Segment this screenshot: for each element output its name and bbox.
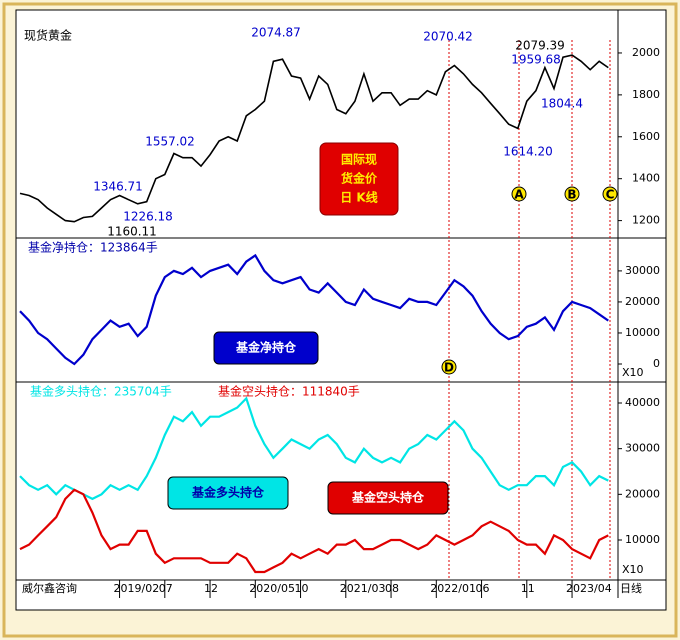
event-marker-label: A <box>514 188 524 202</box>
x-tick-label: 2021/03 <box>340 582 386 595</box>
x-end-label: 日线 <box>620 581 642 595</box>
label-box <box>167 476 289 510</box>
y-tick-label: 30000 <box>625 264 660 277</box>
box-label: 国际现 <box>341 153 377 167</box>
price-annotation: 2070.42 <box>423 30 473 44</box>
y-tick-label: 2000 <box>632 46 660 59</box>
y-tick-label: 1600 <box>632 130 660 143</box>
price-annotation: 1226.18 <box>123 210 173 224</box>
series-line <box>19 488 609 574</box>
chart-title: 基金净持仓：123864手 <box>28 240 158 255</box>
y-tick-label: 1400 <box>632 172 660 185</box>
price-annotation: 1557.02 <box>145 135 195 149</box>
y-tick-label: 1200 <box>632 214 660 227</box>
legend-entry: 基金空头持仓：111840手 <box>218 384 360 399</box>
price-annotation: 2074.87 <box>251 26 301 40</box>
event-marker <box>602 186 618 202</box>
box-label: 基金净持仓 <box>235 340 297 355</box>
event-marker-label: D <box>444 361 454 375</box>
box-label: 日 K线 <box>340 190 377 205</box>
price-annotation: 1160.11 <box>107 225 157 239</box>
legend-entry: 基金多头持仓：235704手 <box>30 384 172 399</box>
unit-label: X10 <box>622 366 644 379</box>
unit-label: X10 <box>622 563 644 576</box>
x-tick-label: 2019/02 <box>114 582 160 595</box>
y-tick-label: 20000 <box>625 487 660 500</box>
price-annotation: 1959.68 <box>511 53 561 67</box>
price-annotation: 1346.71 <box>93 180 143 194</box>
y-tick-label: 10000 <box>625 533 660 546</box>
y-tick-label: 20000 <box>625 295 660 308</box>
x-tick-label: 2023/04 <box>566 582 612 595</box>
y-tick-label: 30000 <box>625 442 660 455</box>
event-marker-label: B <box>567 188 576 202</box>
x-tick-label: 2022/01 <box>430 582 476 595</box>
event-marker <box>511 186 527 202</box>
box-label: 货金价 <box>341 171 378 186</box>
x-tick-label: 06 <box>476 582 490 595</box>
label-box <box>319 142 399 216</box>
box-label: 基金多头持仓 <box>191 485 265 500</box>
y-tick-label: 40000 <box>625 396 660 409</box>
chart-title: 现货黄金 <box>24 28 72 43</box>
event-marker <box>441 359 457 375</box>
event-marker <box>564 186 580 202</box>
x-tick-label: 07 <box>159 582 173 595</box>
x-tick-label: 08 <box>385 582 399 595</box>
x-tick-label: 10 <box>295 582 309 595</box>
y-tick-label: 0 <box>653 357 660 370</box>
price-line <box>19 253 609 366</box>
x-tick-label: 12 <box>204 582 218 595</box>
x-tick-label: 11 <box>521 582 535 595</box>
source-label: 威尔鑫咨询 <box>22 581 77 595</box>
price-line <box>19 54 609 223</box>
x-tick-label: 2020/05 <box>249 582 295 595</box>
label-box <box>213 331 319 365</box>
y-tick-label: 10000 <box>625 326 660 339</box>
series-line <box>19 396 609 501</box>
price-annotation: 2079.39 <box>515 39 565 53</box>
price-annotation: 1804.4 <box>541 97 583 111</box>
y-tick-label: 1800 <box>632 88 660 101</box>
price-annotation: 1614.20 <box>503 145 553 159</box>
label-box <box>327 481 449 515</box>
box-label: 基金空头持仓 <box>351 490 425 505</box>
event-marker-label: C <box>606 188 615 202</box>
